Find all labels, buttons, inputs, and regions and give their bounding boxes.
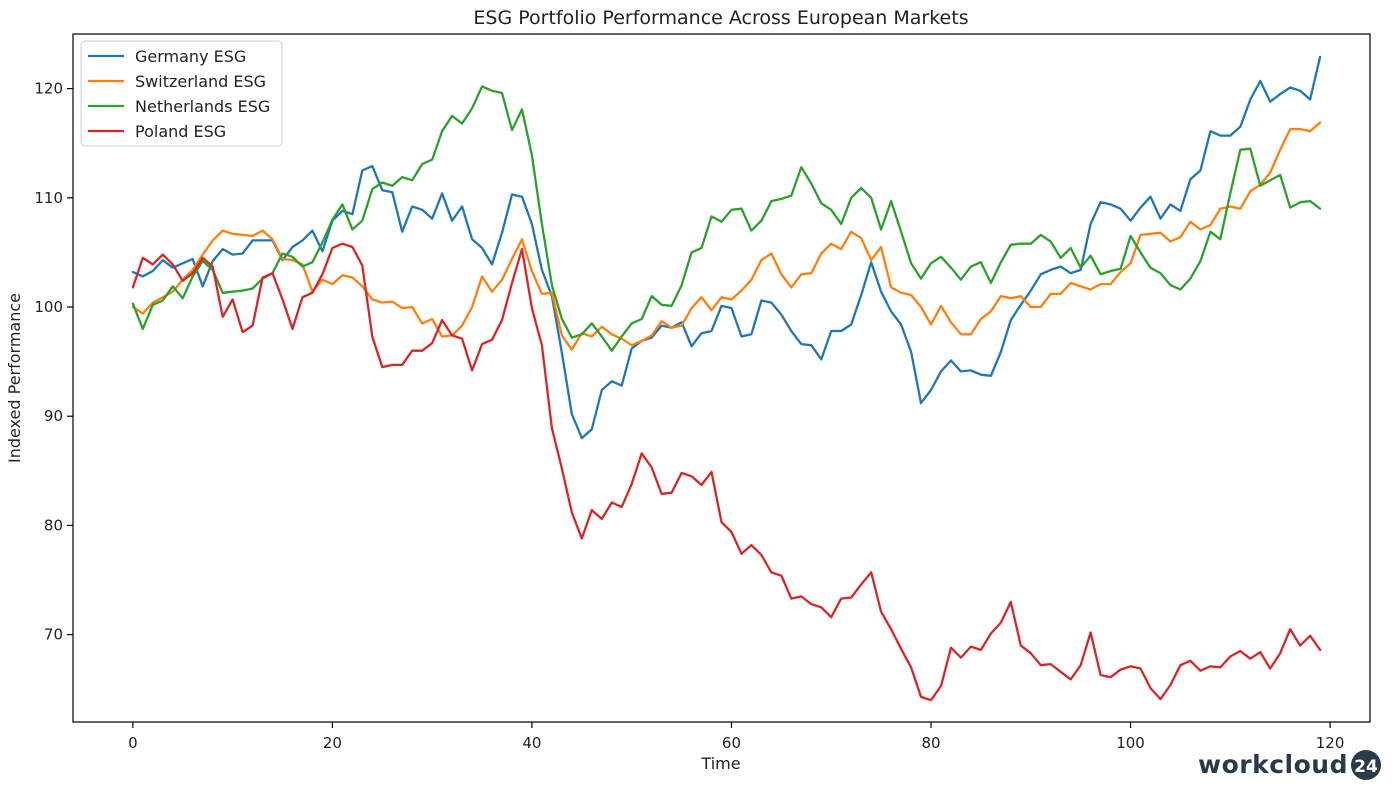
y-tick-label: 80 xyxy=(44,516,63,534)
y-tick-label: 100 xyxy=(34,298,63,316)
y-axis-label: Indexed Performance xyxy=(5,293,24,463)
legend-box xyxy=(80,40,283,147)
series-line-switzerland-esg xyxy=(131,121,1322,351)
series-line-netherlands-esg xyxy=(131,85,1322,352)
legend-label: Poland ESG xyxy=(135,122,226,141)
brand-name: workcloud xyxy=(1198,750,1348,779)
legend-label: Germany ESG xyxy=(135,47,246,66)
legend-label: Switzerland ESG xyxy=(135,72,266,91)
brand-badge: 24 xyxy=(1354,757,1378,777)
x-tick-label: 60 xyxy=(722,734,741,752)
x-axis-label: Time xyxy=(700,754,740,773)
y-tick-label: 120 xyxy=(34,80,63,98)
x-tick-label: 120 xyxy=(1316,734,1345,752)
y-axis: 70 80 90 100 110 120 xyxy=(34,80,73,644)
y-tick-label: 90 xyxy=(44,407,63,425)
plot-frame xyxy=(72,33,1371,723)
x-tick-label: 80 xyxy=(921,734,940,752)
series-line-germany-esg xyxy=(131,55,1322,440)
legend-label: Netherlands ESG xyxy=(135,97,270,116)
series-lines xyxy=(131,55,1322,702)
x-tick-label: 100 xyxy=(1116,734,1145,752)
brand-logo: workcloud 24 xyxy=(1198,745,1388,781)
x-tick-label: 0 xyxy=(128,734,138,752)
legend: Germany ESG Switzerland ESG Netherlands ES… xyxy=(80,40,283,147)
x-tick-label: 40 xyxy=(522,734,541,752)
brand-badge-icon xyxy=(1351,750,1381,780)
x-axis: 0 20 40 60 80 100 120 xyxy=(128,722,1344,752)
x-tick-label: 20 xyxy=(323,734,342,752)
series-line-poland-esg xyxy=(131,242,1322,702)
y-tick-label: 70 xyxy=(44,626,63,644)
y-tick-label: 110 xyxy=(34,189,63,207)
chart-title: ESG Portfolio Performance Across Europea… xyxy=(473,7,968,29)
